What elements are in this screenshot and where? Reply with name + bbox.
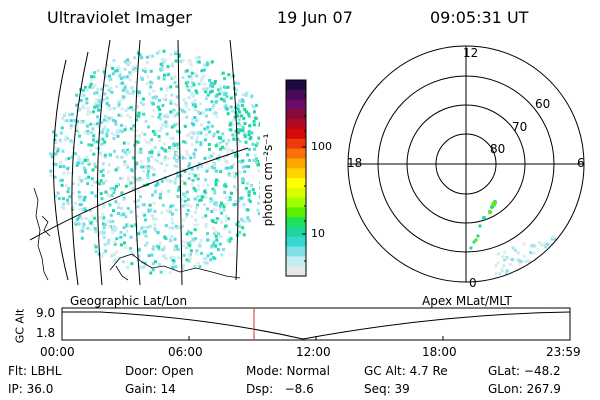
lat-lon-grid (30, 40, 249, 286)
time-tick-0600: 06:00 (168, 345, 203, 359)
mode-info: Mode: Normal (246, 364, 330, 378)
polar-mlt-plot (347, 45, 585, 283)
geographic-image-panel (30, 40, 260, 286)
mlat-label-70: 70 (512, 120, 528, 134)
time-tick-1200: 12:00 (296, 345, 331, 359)
ip-info: IP: 36.0 (8, 382, 54, 396)
colorbar-unit-label: photon cm⁻²s⁻¹ (261, 133, 275, 227)
mlt-label-top: 12 (463, 46, 479, 60)
gain-info: Gain: 14 (125, 382, 176, 396)
colorbar-tick-10: 10 (311, 227, 325, 240)
seq-info: Seq: 39 (364, 382, 410, 396)
apex-caption: Apex MLat/MLT (422, 294, 512, 308)
polar-bright-spots (474, 201, 497, 242)
dsp-info: Dsp: −8.6 (246, 382, 314, 396)
mlt-label-left: 18 (347, 156, 363, 170)
altitude-timeline (61, 307, 571, 341)
time-tick-0000: 00:00 (40, 345, 75, 359)
filter-info: Flt: LBHL (8, 364, 62, 378)
time-label: 09:05:31 UT (430, 8, 529, 27)
mlat-label-60: 60 (535, 97, 551, 111)
gc-alt-info: GC Alt: 4.7 Re (364, 364, 448, 378)
time-tick-2359: 23:59 (546, 345, 581, 359)
mlt-label-right: 6 (577, 156, 585, 170)
date-label: 19 Jun 07 (277, 8, 353, 27)
door-info: Door: Open (125, 364, 194, 378)
instrument-title: Ultraviolet Imager (47, 8, 192, 27)
timeline-y-tick-bottom: 1.8 (36, 326, 56, 340)
polar-emission-pixels (494, 225, 584, 282)
coastline (33, 187, 241, 281)
auroral-emission-pixels (49, 49, 260, 275)
colorbar-gradient (286, 80, 306, 277)
mlt-label-bottom: 0 (469, 276, 477, 290)
geo-caption: Geographic Lat/Lon (70, 294, 188, 308)
colorbar (285, 79, 307, 277)
mlat-label-80: 80 (490, 142, 506, 156)
altitude-curve (62, 311, 571, 340)
polar-auroral-spots (469, 200, 497, 250)
glon-info: GLon: 267.9 (488, 382, 561, 396)
glat-info: GLat: −48.2 (488, 364, 561, 378)
colorbar-ticks (302, 95, 306, 262)
polar-grid (347, 45, 585, 283)
timeline-y-axis-label: GC Alt (13, 308, 27, 344)
time-tick-1800: 18:00 (422, 345, 457, 359)
timeline-y-tick-top: 9.0 (36, 306, 56, 320)
colorbar-tick-100: 100 (311, 140, 332, 153)
